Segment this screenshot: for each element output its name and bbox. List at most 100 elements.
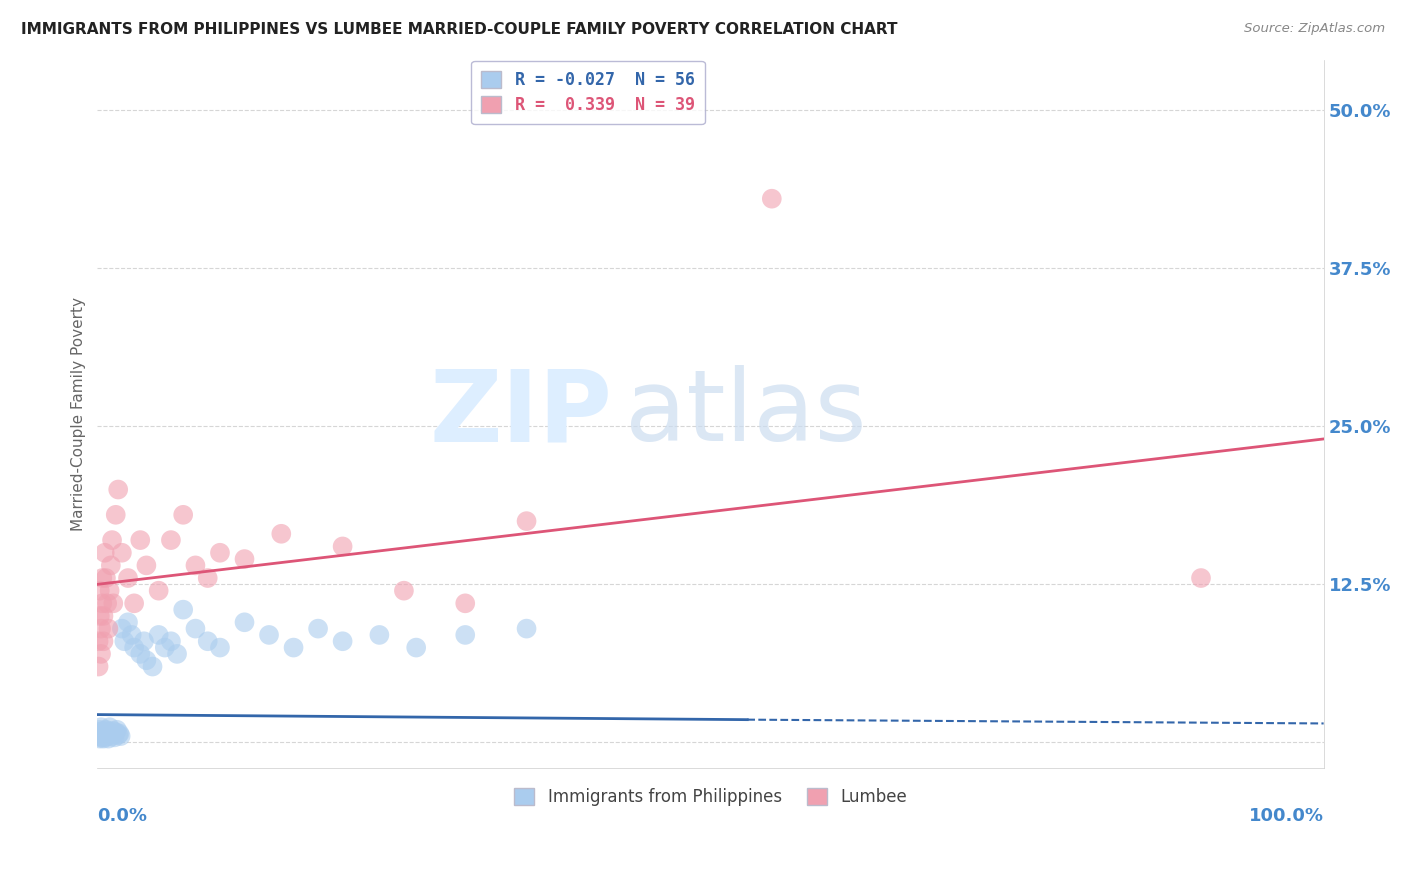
Point xyxy=(132,634,155,648)
Point xyxy=(87,729,110,743)
Point xyxy=(257,628,280,642)
Text: Source: ZipAtlas.com: Source: ZipAtlas.com xyxy=(1244,22,1385,36)
Point xyxy=(96,729,118,743)
Point xyxy=(117,571,139,585)
Point xyxy=(93,634,115,648)
Point xyxy=(332,634,354,648)
Point xyxy=(111,622,134,636)
Point xyxy=(89,731,111,746)
Point xyxy=(105,723,128,737)
Point xyxy=(160,533,183,547)
Point xyxy=(93,609,115,624)
Point xyxy=(93,546,115,560)
Point xyxy=(233,552,256,566)
Point xyxy=(153,640,176,655)
Point xyxy=(392,583,415,598)
Point xyxy=(94,723,117,737)
Text: IMMIGRANTS FROM PHILIPPINES VS LUMBEE MARRIED-COUPLE FAMILY POVERTY CORRELATION : IMMIGRANTS FROM PHILIPPINES VS LUMBEE MA… xyxy=(21,22,897,37)
Point xyxy=(98,583,121,598)
Point xyxy=(368,628,391,642)
Point xyxy=(148,628,170,642)
Point xyxy=(121,628,143,642)
Point xyxy=(90,726,112,740)
Point xyxy=(96,725,118,739)
Point xyxy=(208,546,231,560)
Point xyxy=(90,731,112,745)
Point xyxy=(91,596,114,610)
Point xyxy=(87,725,110,739)
Point xyxy=(233,615,256,630)
Point xyxy=(270,526,292,541)
Point xyxy=(100,726,122,740)
Point xyxy=(283,640,305,655)
Point xyxy=(87,659,110,673)
Point xyxy=(101,533,124,547)
Y-axis label: Married-Couple Family Poverty: Married-Couple Family Poverty xyxy=(72,297,86,531)
Point xyxy=(108,726,131,740)
Point xyxy=(172,508,194,522)
Point xyxy=(122,640,145,655)
Point xyxy=(761,192,783,206)
Point xyxy=(101,729,124,743)
Point xyxy=(184,558,207,573)
Point xyxy=(100,558,122,573)
Point xyxy=(94,571,117,585)
Point xyxy=(184,622,207,636)
Point xyxy=(208,640,231,655)
Point xyxy=(91,724,114,739)
Point xyxy=(90,622,112,636)
Point xyxy=(160,634,183,648)
Point xyxy=(307,622,329,636)
Point xyxy=(89,583,111,598)
Point xyxy=(103,731,125,745)
Point xyxy=(117,615,139,630)
Point xyxy=(1189,571,1212,585)
Point xyxy=(332,540,354,554)
Point xyxy=(96,596,118,610)
Point xyxy=(103,596,125,610)
Point xyxy=(104,725,127,739)
Point xyxy=(97,724,120,739)
Point xyxy=(454,596,477,610)
Point xyxy=(93,731,115,745)
Point xyxy=(97,622,120,636)
Legend: Immigrants from Philippines, Lumbee: Immigrants from Philippines, Lumbee xyxy=(508,781,914,813)
Text: ZIP: ZIP xyxy=(429,365,613,462)
Point xyxy=(197,634,219,648)
Point xyxy=(87,634,110,648)
Point xyxy=(129,647,152,661)
Point xyxy=(135,558,157,573)
Point xyxy=(90,720,112,734)
Point xyxy=(89,609,111,624)
Point xyxy=(141,659,163,673)
Point xyxy=(89,723,111,737)
Point xyxy=(93,728,115,742)
Point xyxy=(91,729,114,743)
Point xyxy=(454,628,477,642)
Point xyxy=(122,596,145,610)
Text: 100.0%: 100.0% xyxy=(1249,806,1323,824)
Point xyxy=(516,514,538,528)
Point xyxy=(98,728,121,742)
Point xyxy=(104,508,127,522)
Point xyxy=(94,726,117,740)
Point xyxy=(197,571,219,585)
Point xyxy=(129,533,152,547)
Point xyxy=(516,622,538,636)
Point xyxy=(111,546,134,560)
Text: atlas: atlas xyxy=(624,365,866,462)
Point xyxy=(135,653,157,667)
Point xyxy=(166,647,188,661)
Point xyxy=(103,724,125,739)
Point xyxy=(93,725,115,739)
Point xyxy=(107,728,129,742)
Point xyxy=(172,602,194,616)
Point xyxy=(91,571,114,585)
Text: 0.0%: 0.0% xyxy=(97,806,148,824)
Point xyxy=(405,640,427,655)
Point xyxy=(107,483,129,497)
Point xyxy=(148,583,170,598)
Point xyxy=(93,731,115,746)
Point xyxy=(97,731,120,746)
Point xyxy=(110,729,132,743)
